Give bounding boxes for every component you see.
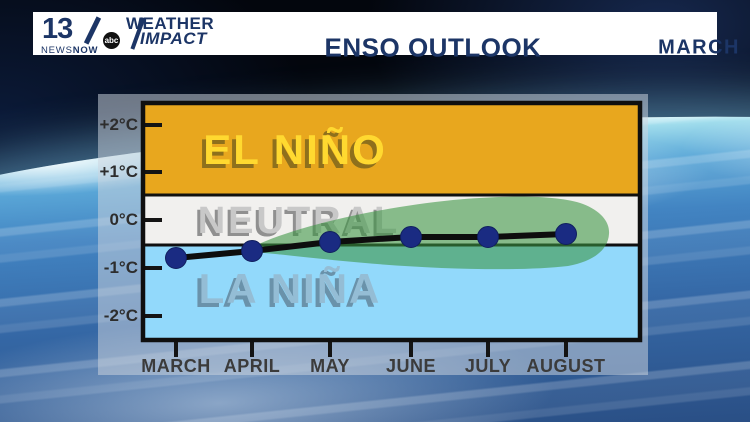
forecast-point [555,223,577,245]
la-nina-label: LA NIÑA [199,265,382,312]
el-nino-label-shadow: EL NIÑO [199,130,383,177]
header-bar: 13 abc NEWSNOW WEATHER IMPACT ENSO OUTLO… [33,12,739,63]
y-axis-ticks [144,123,162,318]
x-axis-ticks [174,342,568,357]
plot-border [140,100,643,343]
x-tick-label: MAY [310,356,350,376]
la-nina-label-shadow: LA NIÑA [195,269,378,316]
forecast-point [319,231,341,253]
x-tick-label: JUNE [385,356,437,376]
abc-logo-badge: abc [103,32,120,49]
enso-chart: EL NIÑO EL NIÑO NEUTRAL NEUTRAL LA NIÑA … [140,100,643,357]
forecast-line [173,231,569,261]
x-tick-label: MARCH [141,356,211,376]
y-tick-label: +2°C [99,115,138,134]
x-tick-label: AUGUST [526,356,606,376]
station-slash [83,16,102,45]
page-title: ENSO OUTLOOK [324,32,542,63]
el-nino-band [143,103,640,195]
forecast-point [477,226,499,248]
y-tick-label: 0°C [109,210,138,229]
forecast-points [165,223,577,269]
weather-impact-logo: WEATHER IMPACT [126,14,215,48]
forecast-point [165,247,187,269]
y-tick-label: -2°C [103,306,138,325]
y-tick-label: -1°C [103,258,138,277]
brand-weather: WEATHER [126,14,215,33]
x-tick-label: JULY [464,356,512,376]
month-badge: MARCH [658,36,740,59]
station-number: 13 [42,13,73,45]
forecast-point [241,240,263,262]
station-now: NOW [72,45,99,56]
y-tick-label: +1°C [99,162,138,181]
forecast-point [400,226,422,248]
x-tick-label: APRIL [223,356,281,376]
station-news: NEWS [41,45,73,56]
el-nino-label: EL NIÑO [203,126,387,173]
brand-impact: IMPACT [140,29,207,48]
station-newsnow: NEWSNOW [41,45,98,56]
